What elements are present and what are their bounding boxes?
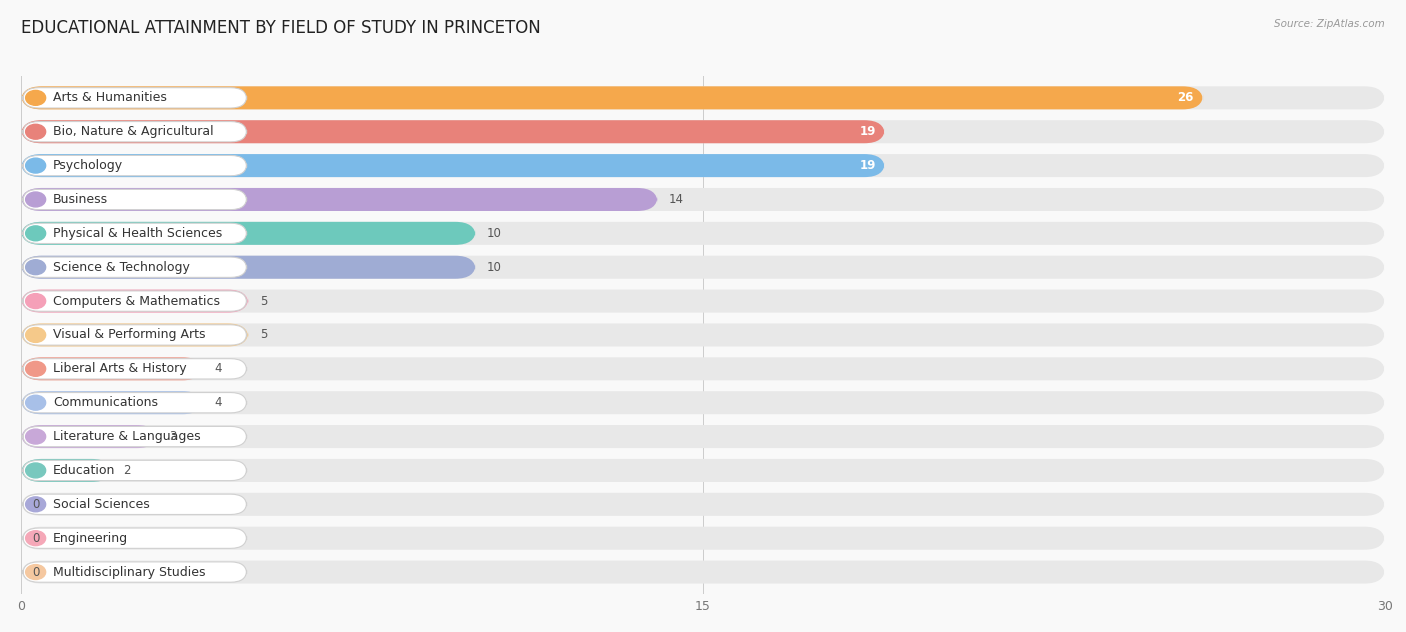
Text: 26: 26 — [1178, 92, 1194, 104]
Circle shape — [25, 327, 45, 343]
FancyBboxPatch shape — [21, 391, 1385, 414]
Text: 0: 0 — [32, 498, 39, 511]
Text: 4: 4 — [214, 362, 222, 375]
FancyBboxPatch shape — [21, 561, 1385, 583]
Text: Education: Education — [53, 464, 115, 477]
Text: 0: 0 — [32, 532, 39, 545]
Circle shape — [25, 362, 45, 376]
Text: Bio, Nature & Agricultural: Bio, Nature & Agricultural — [53, 125, 214, 138]
Circle shape — [25, 90, 45, 106]
FancyBboxPatch shape — [22, 460, 246, 480]
FancyBboxPatch shape — [21, 222, 1385, 245]
Text: 5: 5 — [260, 295, 267, 308]
Text: 0: 0 — [32, 566, 39, 578]
FancyBboxPatch shape — [21, 120, 1385, 143]
Text: Psychology: Psychology — [53, 159, 124, 172]
Text: Visual & Performing Arts: Visual & Performing Arts — [53, 329, 205, 341]
FancyBboxPatch shape — [22, 494, 246, 514]
FancyBboxPatch shape — [21, 357, 202, 380]
FancyBboxPatch shape — [21, 87, 1204, 109]
FancyBboxPatch shape — [21, 256, 1385, 279]
FancyBboxPatch shape — [21, 357, 1385, 380]
Text: 3: 3 — [169, 430, 176, 443]
FancyBboxPatch shape — [22, 88, 246, 108]
FancyBboxPatch shape — [22, 427, 246, 447]
FancyBboxPatch shape — [21, 526, 1385, 550]
FancyBboxPatch shape — [21, 289, 1385, 313]
Circle shape — [25, 497, 45, 512]
FancyBboxPatch shape — [21, 324, 1385, 346]
Circle shape — [25, 226, 45, 241]
Text: Business: Business — [53, 193, 108, 206]
FancyBboxPatch shape — [21, 87, 1385, 109]
FancyBboxPatch shape — [21, 289, 249, 313]
Text: Science & Technology: Science & Technology — [53, 261, 190, 274]
FancyBboxPatch shape — [22, 223, 246, 243]
Text: 19: 19 — [859, 125, 876, 138]
FancyBboxPatch shape — [22, 562, 246, 582]
Text: 4: 4 — [214, 396, 222, 409]
FancyBboxPatch shape — [21, 459, 112, 482]
Text: 5: 5 — [260, 329, 267, 341]
Text: Literature & Languages: Literature & Languages — [53, 430, 201, 443]
FancyBboxPatch shape — [21, 154, 884, 177]
Text: Computers & Mathematics: Computers & Mathematics — [53, 295, 219, 308]
Text: 14: 14 — [669, 193, 683, 206]
FancyBboxPatch shape — [21, 120, 884, 143]
FancyBboxPatch shape — [22, 392, 246, 413]
FancyBboxPatch shape — [22, 359, 246, 379]
Text: Physical & Health Sciences: Physical & Health Sciences — [53, 227, 222, 240]
FancyBboxPatch shape — [21, 324, 249, 346]
Circle shape — [25, 429, 45, 444]
FancyBboxPatch shape — [21, 222, 475, 245]
Text: Liberal Arts & History: Liberal Arts & History — [53, 362, 187, 375]
Text: Engineering: Engineering — [53, 532, 128, 545]
Text: Communications: Communications — [53, 396, 157, 409]
Text: Multidisciplinary Studies: Multidisciplinary Studies — [53, 566, 205, 578]
FancyBboxPatch shape — [21, 493, 1385, 516]
Circle shape — [25, 158, 45, 173]
FancyBboxPatch shape — [21, 459, 1385, 482]
FancyBboxPatch shape — [21, 256, 475, 279]
Circle shape — [25, 395, 45, 410]
FancyBboxPatch shape — [22, 528, 246, 549]
FancyBboxPatch shape — [21, 188, 658, 211]
Text: 19: 19 — [859, 159, 876, 172]
FancyBboxPatch shape — [21, 425, 1385, 448]
Text: 10: 10 — [486, 227, 502, 240]
FancyBboxPatch shape — [22, 155, 246, 176]
Circle shape — [25, 564, 45, 580]
FancyBboxPatch shape — [22, 325, 246, 345]
FancyBboxPatch shape — [22, 257, 246, 277]
Circle shape — [25, 294, 45, 308]
Circle shape — [25, 531, 45, 545]
Text: Social Sciences: Social Sciences — [53, 498, 149, 511]
Text: Arts & Humanities: Arts & Humanities — [53, 92, 167, 104]
FancyBboxPatch shape — [21, 188, 1385, 211]
Text: 2: 2 — [124, 464, 131, 477]
FancyBboxPatch shape — [21, 425, 157, 448]
Circle shape — [25, 192, 45, 207]
FancyBboxPatch shape — [21, 154, 1385, 177]
Circle shape — [25, 463, 45, 478]
FancyBboxPatch shape — [22, 291, 246, 311]
Circle shape — [25, 125, 45, 139]
Text: Source: ZipAtlas.com: Source: ZipAtlas.com — [1274, 19, 1385, 29]
FancyBboxPatch shape — [22, 121, 246, 142]
Text: EDUCATIONAL ATTAINMENT BY FIELD OF STUDY IN PRINCETON: EDUCATIONAL ATTAINMENT BY FIELD OF STUDY… — [21, 19, 541, 37]
FancyBboxPatch shape — [21, 391, 202, 414]
Text: 10: 10 — [486, 261, 502, 274]
FancyBboxPatch shape — [22, 190, 246, 210]
Circle shape — [25, 260, 45, 275]
